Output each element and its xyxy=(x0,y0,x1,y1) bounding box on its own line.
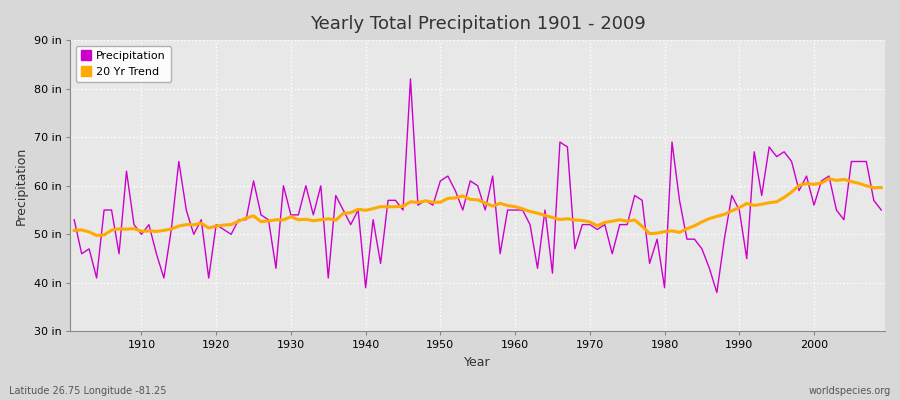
Legend: Precipitation, 20 Yr Trend: Precipitation, 20 Yr Trend xyxy=(76,46,171,82)
Text: worldspecies.org: worldspecies.org xyxy=(809,386,891,396)
Y-axis label: Precipitation: Precipitation xyxy=(15,147,28,225)
Text: Latitude 26.75 Longitude -81.25: Latitude 26.75 Longitude -81.25 xyxy=(9,386,166,396)
Title: Yearly Total Precipitation 1901 - 2009: Yearly Total Precipitation 1901 - 2009 xyxy=(310,15,645,33)
X-axis label: Year: Year xyxy=(464,356,491,369)
